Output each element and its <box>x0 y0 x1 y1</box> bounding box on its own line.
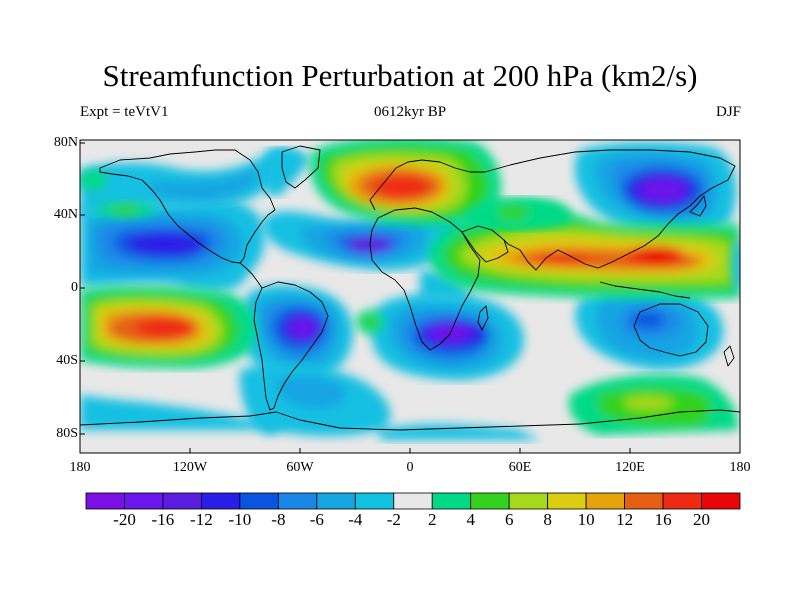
lon-label-180w: 180 <box>69 460 91 475</box>
north-america-arc <box>80 150 290 216</box>
lon-label-60w: 60W <box>286 460 314 475</box>
european-high <box>310 140 501 227</box>
lon-label-120w: 120W <box>172 460 208 475</box>
colorbar-label: -2 <box>386 510 401 529</box>
tick-marks <box>79 142 741 453</box>
lat-label-40n: 40N <box>53 207 78 222</box>
southern-africa-low <box>370 293 524 381</box>
season-label: DJF <box>715 104 741 120</box>
lon-label-180e: 180 <box>729 460 751 475</box>
siberian-low <box>574 142 737 234</box>
contour-field <box>80 140 740 453</box>
lat-label-80n: 80N <box>53 135 78 150</box>
asian-high <box>429 202 740 299</box>
colorbar-label: -12 <box>190 510 213 529</box>
colorbar-label: -20 <box>113 510 136 529</box>
colorbar-label: 10 <box>577 510 595 529</box>
indian-ocean-low-band <box>420 270 724 370</box>
colorbar-label: -4 <box>348 510 363 529</box>
coastlines <box>80 145 740 431</box>
lat-label-80s: 80S <box>56 426 78 441</box>
colorbar-label: -6 <box>309 510 324 529</box>
lon-label-60e: 60E <box>508 460 532 475</box>
lon-label-120e: 120E <box>615 460 645 475</box>
south-pacific-high <box>80 285 256 369</box>
colorbar-label: -16 <box>151 510 175 529</box>
colorbar-label: 16 <box>654 510 672 529</box>
period-label: 0612kyr BP <box>373 104 447 120</box>
colorbar-label: 8 <box>543 510 552 529</box>
lon-label-0: 0 <box>406 460 414 475</box>
lat-label-eq: 0 <box>71 280 78 295</box>
colorbar-label: -8 <box>271 510 286 529</box>
colorbar-label: 6 <box>504 510 514 529</box>
colorbar-label: 2 <box>427 510 437 529</box>
arabia-green-link <box>465 197 570 231</box>
plot-title: Streamfunction Perturbation at 200 hPa (… <box>102 58 698 93</box>
lat-label-40s: 40S <box>56 353 78 368</box>
minor-highs <box>80 170 740 334</box>
colorbar-label: -10 <box>228 510 252 529</box>
pacific-low <box>80 198 265 292</box>
colorbar-label: 12 <box>616 510 634 529</box>
southern-ocean-high <box>569 374 739 435</box>
southern-ocean-low <box>80 363 540 440</box>
experiment-label: Expt = teVtV1 <box>80 104 169 120</box>
colorbar-label: 4 <box>466 510 475 529</box>
greenland-low <box>264 148 310 197</box>
colorbar-label: 20 <box>693 510 710 529</box>
